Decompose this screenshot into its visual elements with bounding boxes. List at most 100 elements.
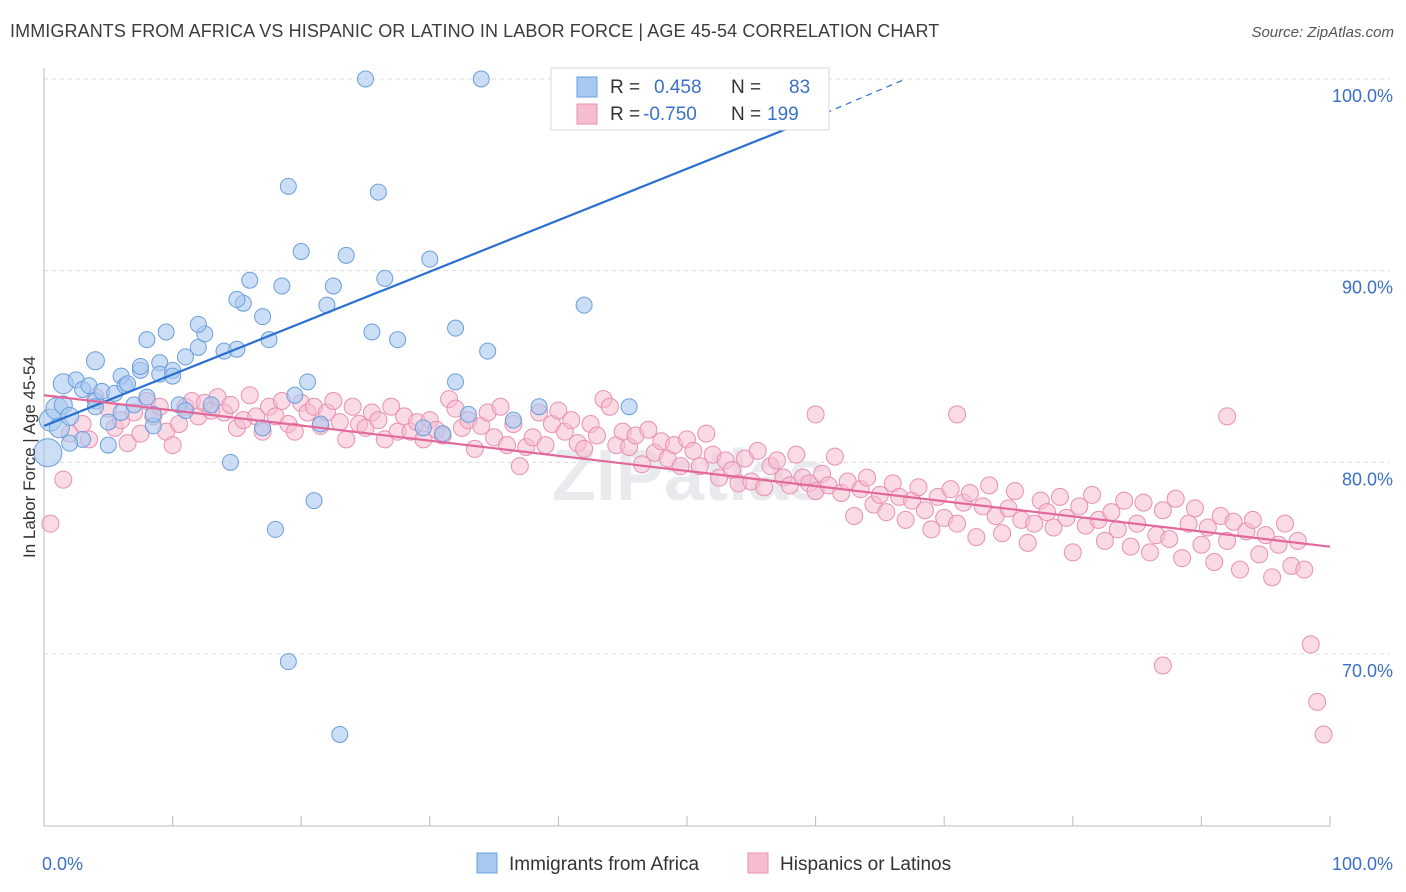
point-hispanics-173 <box>1173 549 1192 568</box>
legend-r-value-africa: 0.458 <box>654 77 702 98</box>
point-hispanics-28 <box>240 386 259 405</box>
point-hispanics-175 <box>1185 499 1204 518</box>
point-hispanics-41 <box>324 392 343 410</box>
point-africa-69 <box>447 373 465 391</box>
point-hispanics-108 <box>755 478 774 497</box>
legend-swatch-hispanics-latinos <box>747 852 769 874</box>
point-africa-28 <box>157 323 175 341</box>
point-africa-66 <box>434 425 452 443</box>
legend-label-hispanics-latinos: Hispanics or Latinos <box>780 854 951 875</box>
point-hispanics-157 <box>1070 497 1089 516</box>
legend-r-value-hispanics: -0.750 <box>643 104 697 125</box>
legend-n-label-africa: N = <box>731 77 761 98</box>
point-africa-68 <box>472 70 490 88</box>
point-hispanics-165 <box>1121 537 1140 556</box>
point-africa-24 <box>131 358 149 375</box>
point-hispanics-147 <box>1005 482 1024 501</box>
point-hispanics-196 <box>1153 656 1172 675</box>
legend-swatch-hispanics <box>576 103 598 125</box>
point-hispanics-185 <box>1250 545 1269 564</box>
point-hispanics-44 <box>343 397 362 416</box>
point-africa-57 <box>331 726 349 743</box>
legend-n-label-hispanics: N = <box>731 104 761 125</box>
point-hispanics-137 <box>941 480 960 499</box>
point-hispanics-150 <box>1025 514 1044 533</box>
point-hispanics-98 <box>690 457 709 476</box>
point-hispanics-119 <box>825 447 844 466</box>
point-hispanics-141 <box>967 528 986 547</box>
point-hispanics-50 <box>382 397 401 416</box>
point-africa-65 <box>421 250 439 268</box>
point-hispanics-84 <box>600 397 619 416</box>
legend-r-label-hispanics: R = <box>610 104 640 125</box>
point-hispanics-138 <box>948 514 967 533</box>
point-africa-48 <box>279 177 297 195</box>
y-tick-label-70: 70.0% <box>1342 661 1393 681</box>
point-africa-0 <box>33 438 63 468</box>
point-hispanics-189 <box>1275 514 1294 533</box>
point-hispanics-180 <box>1218 531 1237 550</box>
trendline-africa <box>43 116 817 427</box>
point-africa-67 <box>447 319 465 337</box>
point-hispanics-82 <box>587 426 606 445</box>
point-hispanics-168 <box>1140 543 1159 562</box>
point-africa-46 <box>266 520 284 538</box>
y-tick-label-90: 90.0% <box>1342 278 1393 298</box>
point-hispanics-170 <box>1153 501 1172 520</box>
y-tick-label-100: 100.0% <box>1332 86 1393 106</box>
point-hispanics-194 <box>1308 692 1327 711</box>
chart-title: IMMIGRANTS FROM AFRICA VS HISPANIC OR LA… <box>10 21 940 41</box>
point-hispanics-113 <box>787 445 806 464</box>
point-hispanics-167 <box>1134 493 1153 512</box>
point-africa-51 <box>292 243 310 260</box>
y-axis-label: In Labor Force | Age 45-54 <box>20 356 39 558</box>
point-hispanics-124 <box>858 468 877 487</box>
point-africa-63 <box>389 331 407 349</box>
point-hispanics-132 <box>909 478 928 497</box>
point-hispanics-195 <box>1314 725 1333 744</box>
point-hispanics-155 <box>1057 508 1076 527</box>
point-hispanics-70 <box>510 457 529 476</box>
point-africa-38 <box>221 453 239 471</box>
point-africa-23 <box>144 405 162 423</box>
point-hispanics-130 <box>896 510 915 529</box>
point-hispanics-95 <box>671 457 690 476</box>
y-tick-label-80: 80.0% <box>1342 469 1393 489</box>
point-africa-47 <box>273 277 291 295</box>
point-africa-43 <box>254 308 272 326</box>
point-hispanics-191 <box>1288 531 1307 550</box>
point-hispanics-107 <box>748 441 767 460</box>
point-africa-74 <box>575 296 593 314</box>
legend-swatch-africa <box>576 76 598 98</box>
point-hispanics-143 <box>980 476 999 495</box>
y-tick-labels: 70.0% 80.0% 90.0% 100.0% <box>1332 86 1393 681</box>
point-africa-41 <box>228 290 246 308</box>
point-hispanics-153 <box>1044 518 1063 537</box>
point-africa-60 <box>363 323 381 341</box>
point-africa-52 <box>299 373 317 391</box>
point-africa-59 <box>357 70 374 88</box>
legend-n-value-africa: 83 <box>789 77 810 98</box>
point-hispanics-133 <box>915 501 934 520</box>
point-africa-13 <box>99 413 117 431</box>
point-africa-50 <box>286 386 304 404</box>
point-hispanics-11 <box>131 424 150 443</box>
point-hispanics-99 <box>697 424 716 443</box>
trendline-africa-extension <box>815 78 906 118</box>
point-hispanics-25 <box>221 395 240 414</box>
point-africa-27 <box>138 331 156 349</box>
point-hispanics-149 <box>1018 533 1037 552</box>
point-africa-32 <box>176 348 194 366</box>
point-hispanics-145 <box>993 524 1012 543</box>
point-hispanics-42 <box>330 413 349 432</box>
point-hispanics-134 <box>922 520 941 539</box>
point-hispanics-164 <box>1115 491 1134 510</box>
point-africa-58 <box>337 246 355 264</box>
point-africa-36 <box>202 396 220 414</box>
trendline-hispanics <box>43 394 1331 548</box>
point-hispanics-63 <box>465 439 484 458</box>
point-hispanics-80 <box>575 439 594 458</box>
point-africa-10 <box>85 351 105 371</box>
point-africa-16 <box>99 436 117 454</box>
point-hispanics-178 <box>1205 553 1224 571</box>
